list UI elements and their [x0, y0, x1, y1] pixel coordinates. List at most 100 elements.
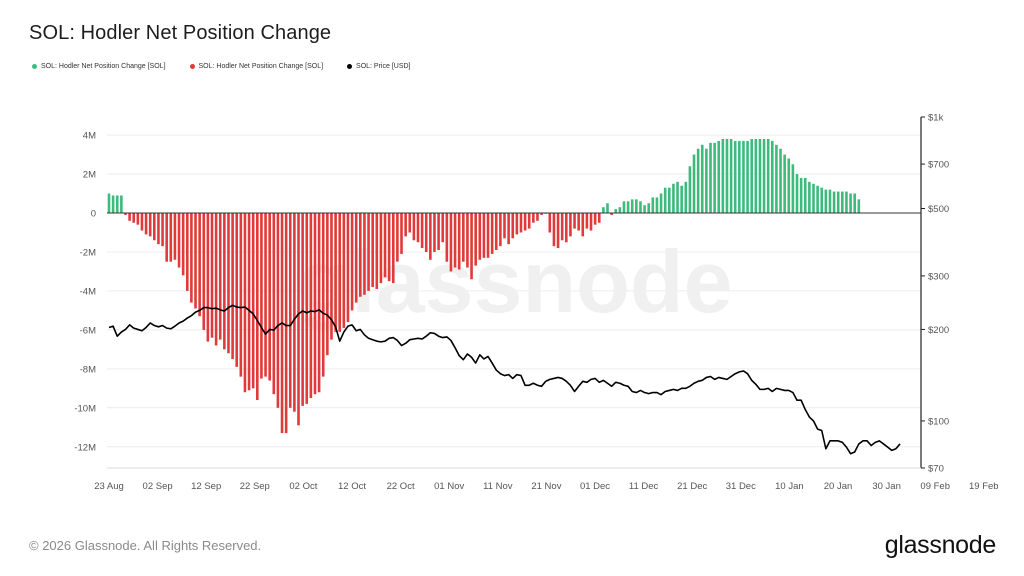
bar-negative: [235, 213, 239, 367]
legend-label: SOL: Hodler Net Position Change [SOL]: [198, 63, 324, 70]
bar-negative: [284, 213, 288, 434]
bar-negative: [565, 213, 568, 243]
bar-negative: [548, 213, 552, 233]
bar-negative: [424, 213, 428, 252]
x-tick-label: 01 Dec: [580, 481, 610, 492]
x-tick-label: 20 Jan: [824, 481, 853, 492]
legend-dot-green: [32, 64, 37, 69]
bar-negative: [330, 213, 333, 340]
bar-positive: [721, 138, 725, 213]
bar-negative: [581, 213, 585, 237]
bar-positive: [709, 142, 712, 213]
bar-negative: [169, 213, 173, 262]
bar-negative: [293, 213, 296, 412]
legend-dot-black: [347, 64, 353, 69]
bar-positive: [684, 181, 688, 213]
y-left-tick-label: -8M: [80, 364, 96, 375]
watermark: glassnode: [297, 232, 732, 331]
bar-negative: [429, 213, 432, 260]
bar-negative: [354, 213, 358, 303]
legend-item-price[interactable]: SOL: Price [USD]: [347, 63, 411, 70]
bar-positive: [799, 177, 803, 213]
bar-positive: [742, 140, 745, 213]
legend-item-positive-change[interactable]: SOL: Hodler Net Position Change [SOL]: [32, 63, 166, 70]
bar-positive: [758, 138, 762, 213]
bar-negative: [260, 213, 263, 379]
bar-negative: [206, 213, 210, 342]
bar-positive: [107, 193, 111, 213]
bar-positive: [803, 177, 807, 213]
bar-negative: [416, 213, 420, 243]
bar-negative: [334, 213, 337, 332]
bar-positive: [622, 201, 626, 213]
x-tick-label: 22 Sep: [240, 481, 270, 492]
legend-item-negative-change[interactable]: SOL: Hodler Net Position Change [SOL]: [189, 63, 324, 70]
bar-negative: [243, 213, 247, 393]
bar-positive: [857, 199, 861, 213]
bar-positive: [713, 142, 716, 213]
bar-positive: [696, 148, 700, 213]
bar-positive: [754, 138, 758, 213]
bar-negative: [214, 213, 218, 346]
bar-negative: [371, 213, 374, 288]
bar-positive: [849, 193, 852, 213]
bar-positive: [733, 140, 737, 213]
bar-negative: [342, 213, 346, 328]
bar-negative: [247, 213, 251, 391]
bar-negative: [363, 213, 366, 295]
bar-negative: [379, 213, 383, 284]
bar-negative: [165, 213, 168, 262]
bar-positive: [120, 195, 123, 213]
bar-positive: [635, 199, 638, 213]
bar-positive: [680, 185, 683, 213]
bar-negative: [437, 213, 440, 251]
bar-negative: [272, 213, 276, 395]
bar-negative: [227, 213, 230, 354]
y-right-tick-label: $200: [928, 325, 949, 336]
bar-negative: [128, 213, 131, 221]
bar-positive: [845, 191, 848, 213]
bar-negative: [198, 213, 201, 317]
bar-negative: [239, 213, 243, 377]
bar-negative: [507, 213, 510, 245]
bar-negative: [449, 213, 453, 272]
bar-positive: [626, 201, 630, 213]
x-tick-label: 10 Jan: [775, 481, 804, 492]
bar-negative: [499, 213, 502, 247]
bar-negative: [420, 213, 424, 249]
bar-negative: [157, 213, 160, 245]
bar-positive: [746, 140, 749, 213]
bar-negative: [462, 213, 465, 262]
bar-negative: [210, 213, 214, 338]
bar-negative: [140, 213, 144, 231]
bar-positive: [672, 183, 675, 213]
y-right-tick-label: $500: [928, 204, 949, 215]
bar-positive: [787, 158, 791, 213]
bar-negative: [309, 213, 313, 399]
x-tick-label: 02 Oct: [289, 481, 317, 492]
bar-negative: [161, 213, 164, 247]
bar-negative: [144, 213, 148, 235]
x-tick-label: 12 Sep: [191, 481, 221, 492]
bar-negative: [466, 213, 469, 268]
bar-negative: [536, 213, 539, 221]
bar-negative: [474, 213, 477, 266]
bar-positive: [795, 174, 799, 213]
bar-positive: [618, 207, 622, 213]
bar-negative: [519, 213, 523, 233]
y-right-tick-label: $70: [928, 464, 944, 475]
x-tick-label: 31 Dec: [726, 481, 756, 492]
bar-negative: [136, 213, 140, 225]
bar-positive: [808, 181, 811, 213]
x-tick-label: 02 Sep: [143, 481, 173, 492]
x-tick-label: 11 Nov: [483, 481, 513, 492]
bar-positive: [643, 205, 646, 213]
bar-negative: [148, 213, 152, 237]
bar-negative: [494, 213, 498, 251]
x-tick-label: 30 Jan: [872, 481, 901, 492]
bar-negative: [396, 213, 399, 262]
bar-negative: [391, 213, 395, 284]
y-left-tick-label: -6M: [80, 325, 96, 336]
y-right-tick-label: $100: [928, 416, 949, 427]
bar-positive: [606, 203, 609, 213]
